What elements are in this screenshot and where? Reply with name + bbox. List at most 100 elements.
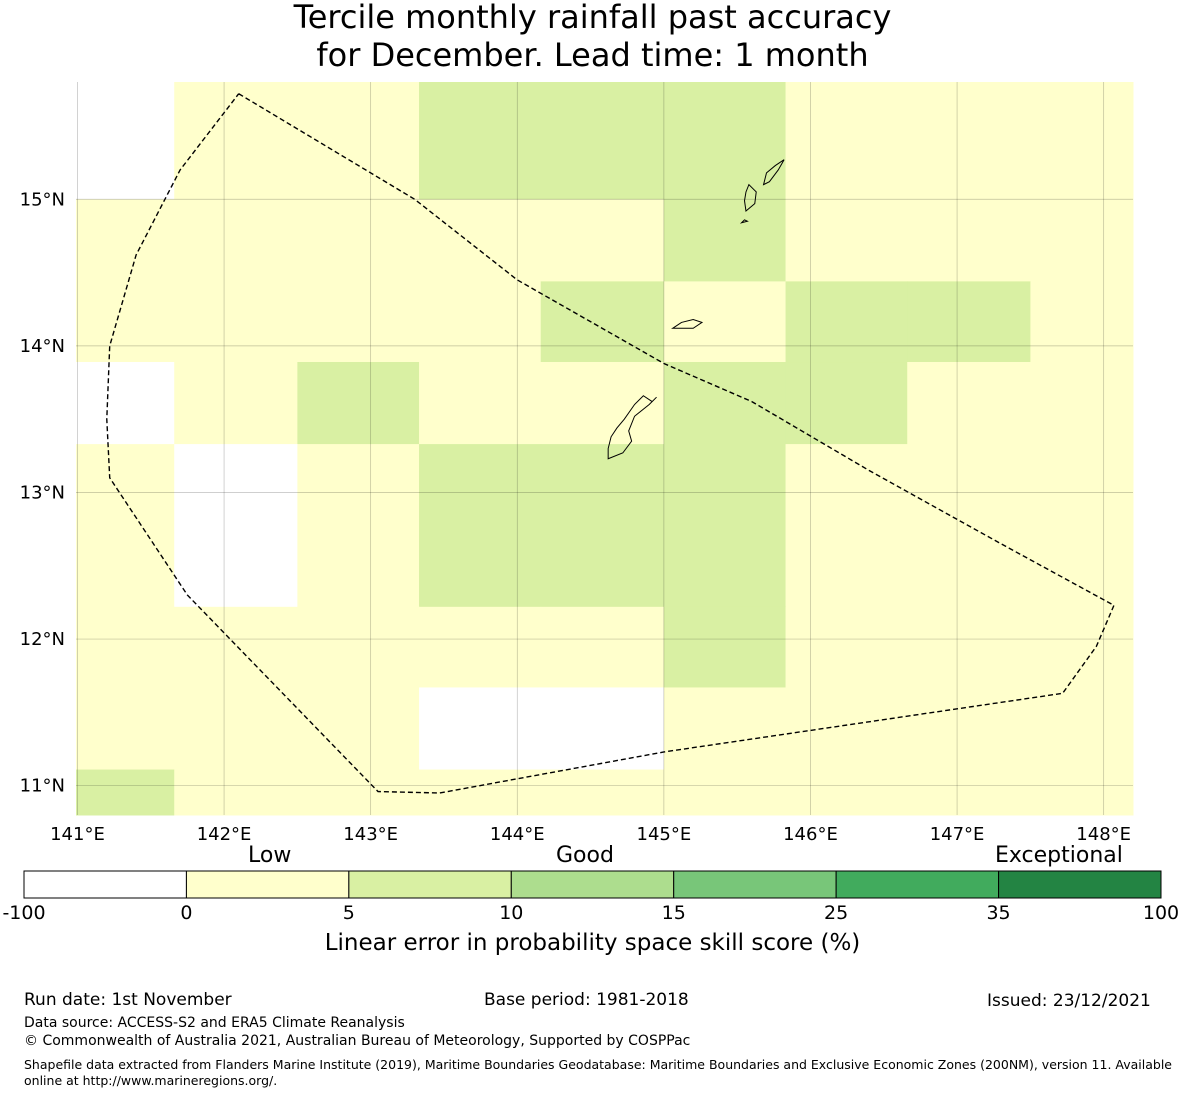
grid-cell <box>297 281 420 363</box>
category-low-label: Low <box>248 843 292 868</box>
grid-cell <box>907 769 1031 816</box>
x-tick-label: 144°E <box>490 824 545 845</box>
grid-cell <box>1030 82 1134 200</box>
grid-cell <box>174 82 298 200</box>
grid-cell <box>663 199 787 282</box>
grid-cell <box>540 769 665 816</box>
grid-cell <box>663 606 787 688</box>
colorbar-tick-label: 15 <box>661 902 686 924</box>
grid-cell <box>174 444 298 608</box>
base-period: Base period: 1981-2018 <box>484 990 689 1010</box>
grid-cell <box>76 606 175 688</box>
grid-cell <box>1030 281 1134 363</box>
category-exceptional-label: Exceptional <box>995 843 1123 868</box>
grid-cell <box>785 362 908 445</box>
grid-cell <box>76 281 175 363</box>
island-outline <box>762 159 785 186</box>
grid-cell <box>540 199 665 282</box>
grid-cell <box>1030 362 1134 445</box>
colorbar-tick-label: 35 <box>986 902 1011 924</box>
grid-cell <box>419 82 542 200</box>
grid-cell <box>297 82 420 200</box>
grid-cell <box>663 444 787 608</box>
grid-cell <box>663 687 787 771</box>
grid-cell <box>174 281 298 363</box>
grid-cell <box>76 769 175 816</box>
grid-cell <box>785 687 908 771</box>
chart-title-line1: Tercile monthly rainfall past accuracy <box>293 0 892 36</box>
grid-cell <box>419 444 542 608</box>
x-tick-label: 146°E <box>783 824 838 845</box>
colorbar-tick-label: 100 <box>1142 902 1180 924</box>
colorbar-swatch <box>23 870 187 899</box>
colorbar-swatch <box>510 870 675 899</box>
run-date: Run date: 1st November <box>24 990 232 1010</box>
y-tick-label: 12°N <box>20 629 65 650</box>
copyright: © Commonwealth of Australia 2021, Austra… <box>24 1033 691 1049</box>
island-outline <box>739 219 749 224</box>
grid-cell <box>174 769 298 816</box>
grid-cell <box>785 82 908 200</box>
y-tick-label: 14°N <box>20 336 65 357</box>
colorbar-swatch <box>348 870 512 899</box>
x-tick-label: 145°E <box>637 824 692 845</box>
issued-date: Issued: 23/12/2021 <box>987 991 1151 1011</box>
grid-cell <box>76 687 175 771</box>
grid-cell <box>785 606 908 688</box>
grid-cell <box>297 687 420 771</box>
grid-cell <box>540 82 665 200</box>
grid-cell <box>663 769 787 816</box>
colorbar-swatch <box>673 870 837 899</box>
grid-cell <box>785 769 908 816</box>
colorbar-swatch <box>185 870 350 899</box>
grid-cell <box>419 606 542 688</box>
shapefile-credit: Shapefile data extracted from Flanders M… <box>24 1057 1172 1088</box>
grid-cell <box>76 444 175 608</box>
y-tick-label: 13°N <box>20 482 65 503</box>
grid-cell <box>76 199 175 282</box>
grid-cell <box>174 687 298 771</box>
grid-cell <box>540 281 665 363</box>
grid-cell <box>907 606 1031 688</box>
grid-cell <box>297 199 420 282</box>
island-outline <box>743 183 757 212</box>
colorbar-axis-label: Linear error in probability space skill … <box>324 930 861 956</box>
grid-cell <box>174 362 298 445</box>
grid-cell <box>907 687 1031 771</box>
colorbar-tick-label: 25 <box>824 902 849 924</box>
grid-cell <box>907 281 1031 363</box>
eez-boundary <box>106 93 1115 794</box>
grid-cell <box>1030 687 1134 771</box>
grid-cell <box>907 199 1031 282</box>
grid-cell <box>540 444 665 608</box>
grid-cell <box>174 606 298 688</box>
grid-cell <box>419 687 542 771</box>
x-tick-label: 141°E <box>50 824 105 845</box>
grid-cell <box>785 444 908 608</box>
grid-cell <box>785 281 908 363</box>
category-good-label: Good <box>556 843 614 868</box>
grid-cell <box>1030 444 1134 608</box>
colorbar-swatch <box>835 870 1000 899</box>
x-tick-label: 147°E <box>930 824 985 845</box>
grid-cell <box>419 281 542 363</box>
colorbar-tick-label: 5 <box>342 902 355 924</box>
grid-cell <box>419 199 542 282</box>
colorbar-tick-label: 0 <box>180 902 193 924</box>
x-tick-label: 142°E <box>197 824 252 845</box>
x-tick-label: 143°E <box>343 824 398 845</box>
grid-cell <box>907 362 1031 445</box>
chart-title-line2: for December. Lead time: 1 month <box>316 36 869 74</box>
grid-cell <box>785 199 908 282</box>
grid-cell <box>419 769 542 816</box>
x-tick-label: 148°E <box>1076 824 1131 845</box>
island-outline <box>607 395 657 460</box>
grid-cell <box>1030 606 1134 688</box>
grid-cell <box>297 444 420 608</box>
grid-cell <box>540 606 665 688</box>
grid-cell <box>174 199 298 282</box>
grid-cell <box>297 769 420 816</box>
island-outline <box>671 318 704 329</box>
grid-cell <box>663 362 787 445</box>
colorbar-swatch <box>998 870 1162 899</box>
